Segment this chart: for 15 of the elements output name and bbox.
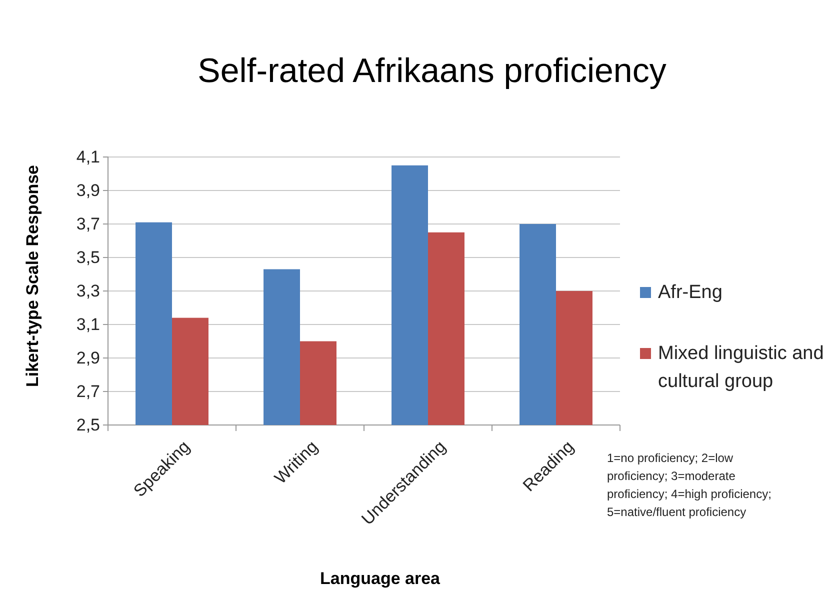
y-tick-label: 2,9 (76, 348, 100, 368)
x-axis-title: Language area (320, 569, 441, 588)
chart-title: Self-rated Afrikaans proficiency (198, 52, 666, 90)
y-axis-title: Likert-type Scale Response (23, 164, 42, 388)
y-tick-label: 4,1 (76, 147, 100, 166)
y-tick-label: 2,7 (76, 382, 100, 401)
y-tick-label: 3,5 (76, 248, 100, 267)
y-tick-label: 3,1 (76, 314, 100, 334)
y-tick-label: 3,3 (76, 281, 100, 300)
legend-label: Mixed linguistic and cultural group (658, 343, 824, 392)
text: 1=no proficiency; 2=low proficiency; 3=moderate proficiency; 4=high proficiency; 5=native/fluent proficiency (607, 451, 772, 519)
y-tick-label: 2,5 (76, 415, 100, 434)
y-tick-label: 3,7 (76, 214, 100, 234)
legend-label: Afr-Eng (658, 282, 722, 303)
y-tick-label: 3,9 (76, 180, 100, 200)
